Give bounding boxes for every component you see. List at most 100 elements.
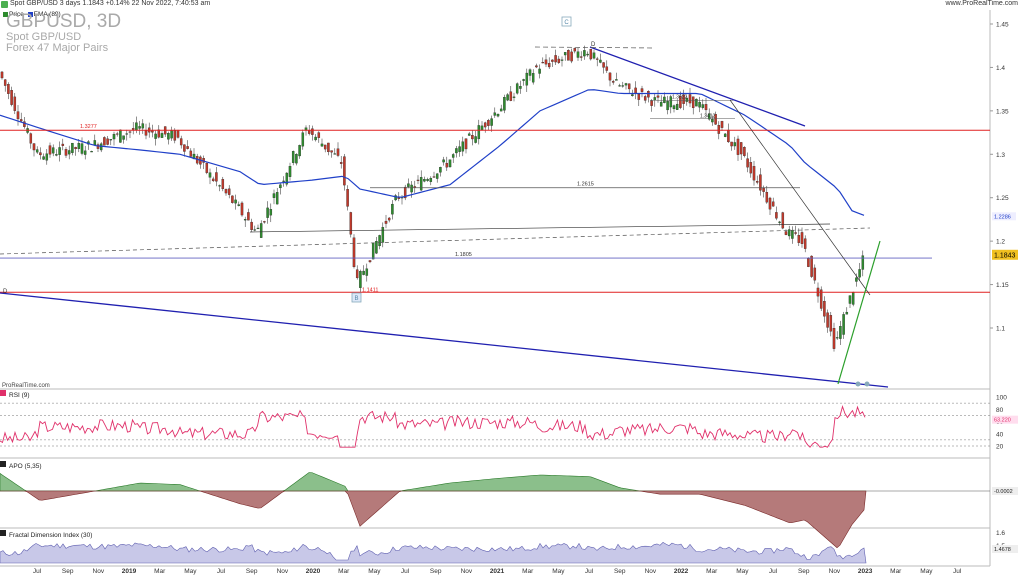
candle [141, 123, 145, 129]
ema-value-box [992, 212, 1016, 221]
candle [672, 105, 676, 110]
candle [803, 238, 807, 249]
ema-value-label: 1.2286 [994, 214, 1011, 220]
site-url[interactable]: www.ProRealTime.com [945, 0, 1018, 7]
candle [624, 83, 628, 86]
candle [250, 221, 253, 231]
candle [0, 71, 4, 79]
candle [349, 212, 353, 235]
candle [221, 179, 225, 190]
candle [746, 158, 749, 168]
x-tick-label: May [368, 568, 381, 575]
candle [752, 166, 756, 181]
marker-dot [855, 381, 861, 387]
marker-dot [864, 381, 870, 387]
rsi-value-box [992, 415, 1018, 424]
candle [256, 227, 260, 229]
candle [669, 96, 673, 108]
candle [103, 137, 106, 146]
candle [557, 58, 561, 63]
candle [656, 95, 660, 98]
candle [775, 212, 778, 219]
candle [282, 180, 285, 182]
candle [599, 59, 602, 63]
fdi-label: Fractal Dimension Index (30) [9, 532, 92, 539]
marker-b: B [354, 296, 358, 302]
candle [442, 159, 445, 163]
candle [272, 193, 276, 198]
x-tick-label: Sep [614, 568, 626, 575]
rsi-tick: 40 [996, 431, 1004, 438]
candle [64, 149, 68, 156]
candle [707, 113, 711, 120]
candle [541, 62, 545, 64]
fdi-area [0, 542, 867, 564]
candle [781, 212, 785, 229]
rsi-tick: 20 [996, 444, 1004, 451]
candle [352, 237, 356, 268]
candle [653, 97, 657, 101]
candle [759, 174, 762, 191]
x-tick-label: Jul [33, 568, 42, 575]
candle [608, 72, 612, 81]
candle [471, 135, 474, 140]
candle [74, 147, 77, 150]
candle [519, 86, 522, 89]
x-tick-label: 2021 [490, 568, 505, 575]
candle [720, 121, 724, 128]
trend-line [589, 46, 806, 127]
candle [362, 270, 365, 275]
level-label: 1.3412 [700, 114, 716, 120]
y-tick-label: 1.2 [996, 239, 1005, 246]
candle [291, 151, 295, 163]
candle [535, 65, 538, 68]
candle [448, 159, 452, 168]
instrument-summary: Spot GBP/USD 3 days 1.1843 +0.14% 22 Nov… [10, 0, 211, 7]
candle [407, 183, 410, 187]
candle [666, 101, 669, 111]
candle [58, 147, 61, 155]
candle [650, 100, 653, 106]
candle [80, 143, 84, 154]
candle [551, 59, 554, 62]
level-label: 1.1411 [362, 287, 378, 293]
candle [595, 58, 599, 60]
marker-d: D [591, 42, 596, 48]
candle [93, 140, 97, 146]
candle [855, 277, 858, 282]
candle [419, 177, 423, 191]
candle [627, 83, 631, 90]
candle [231, 195, 234, 203]
candle [285, 172, 289, 185]
y-tick-label: 1.15 [996, 282, 1009, 289]
candle [698, 101, 701, 108]
rsi-label: RSI (9) [9, 392, 30, 399]
candle [477, 125, 481, 140]
x-tick-label: Sep [246, 568, 258, 575]
candle [567, 49, 570, 61]
candle [115, 133, 119, 135]
candle [96, 144, 100, 149]
candle [602, 62, 605, 68]
marker-d-left: D [3, 289, 8, 295]
candle [663, 96, 666, 103]
level-label: 1.2615 [577, 182, 594, 188]
candle [71, 142, 74, 153]
candle [592, 52, 596, 59]
candle [432, 176, 436, 178]
candle [179, 138, 183, 146]
candle [570, 51, 573, 62]
candle [778, 221, 781, 223]
x-tick-label: May [920, 568, 933, 575]
x-tick-label: Sep [62, 568, 74, 575]
candle [42, 156, 45, 160]
candle [474, 136, 477, 143]
candle [183, 144, 186, 152]
price-legend: Price EMA (89) [1, 11, 61, 18]
rsi-tick: 80 [996, 407, 1004, 414]
candle [403, 186, 407, 199]
x-tick-label: 2022 [674, 568, 689, 575]
candle [48, 145, 52, 155]
candle [531, 73, 535, 83]
